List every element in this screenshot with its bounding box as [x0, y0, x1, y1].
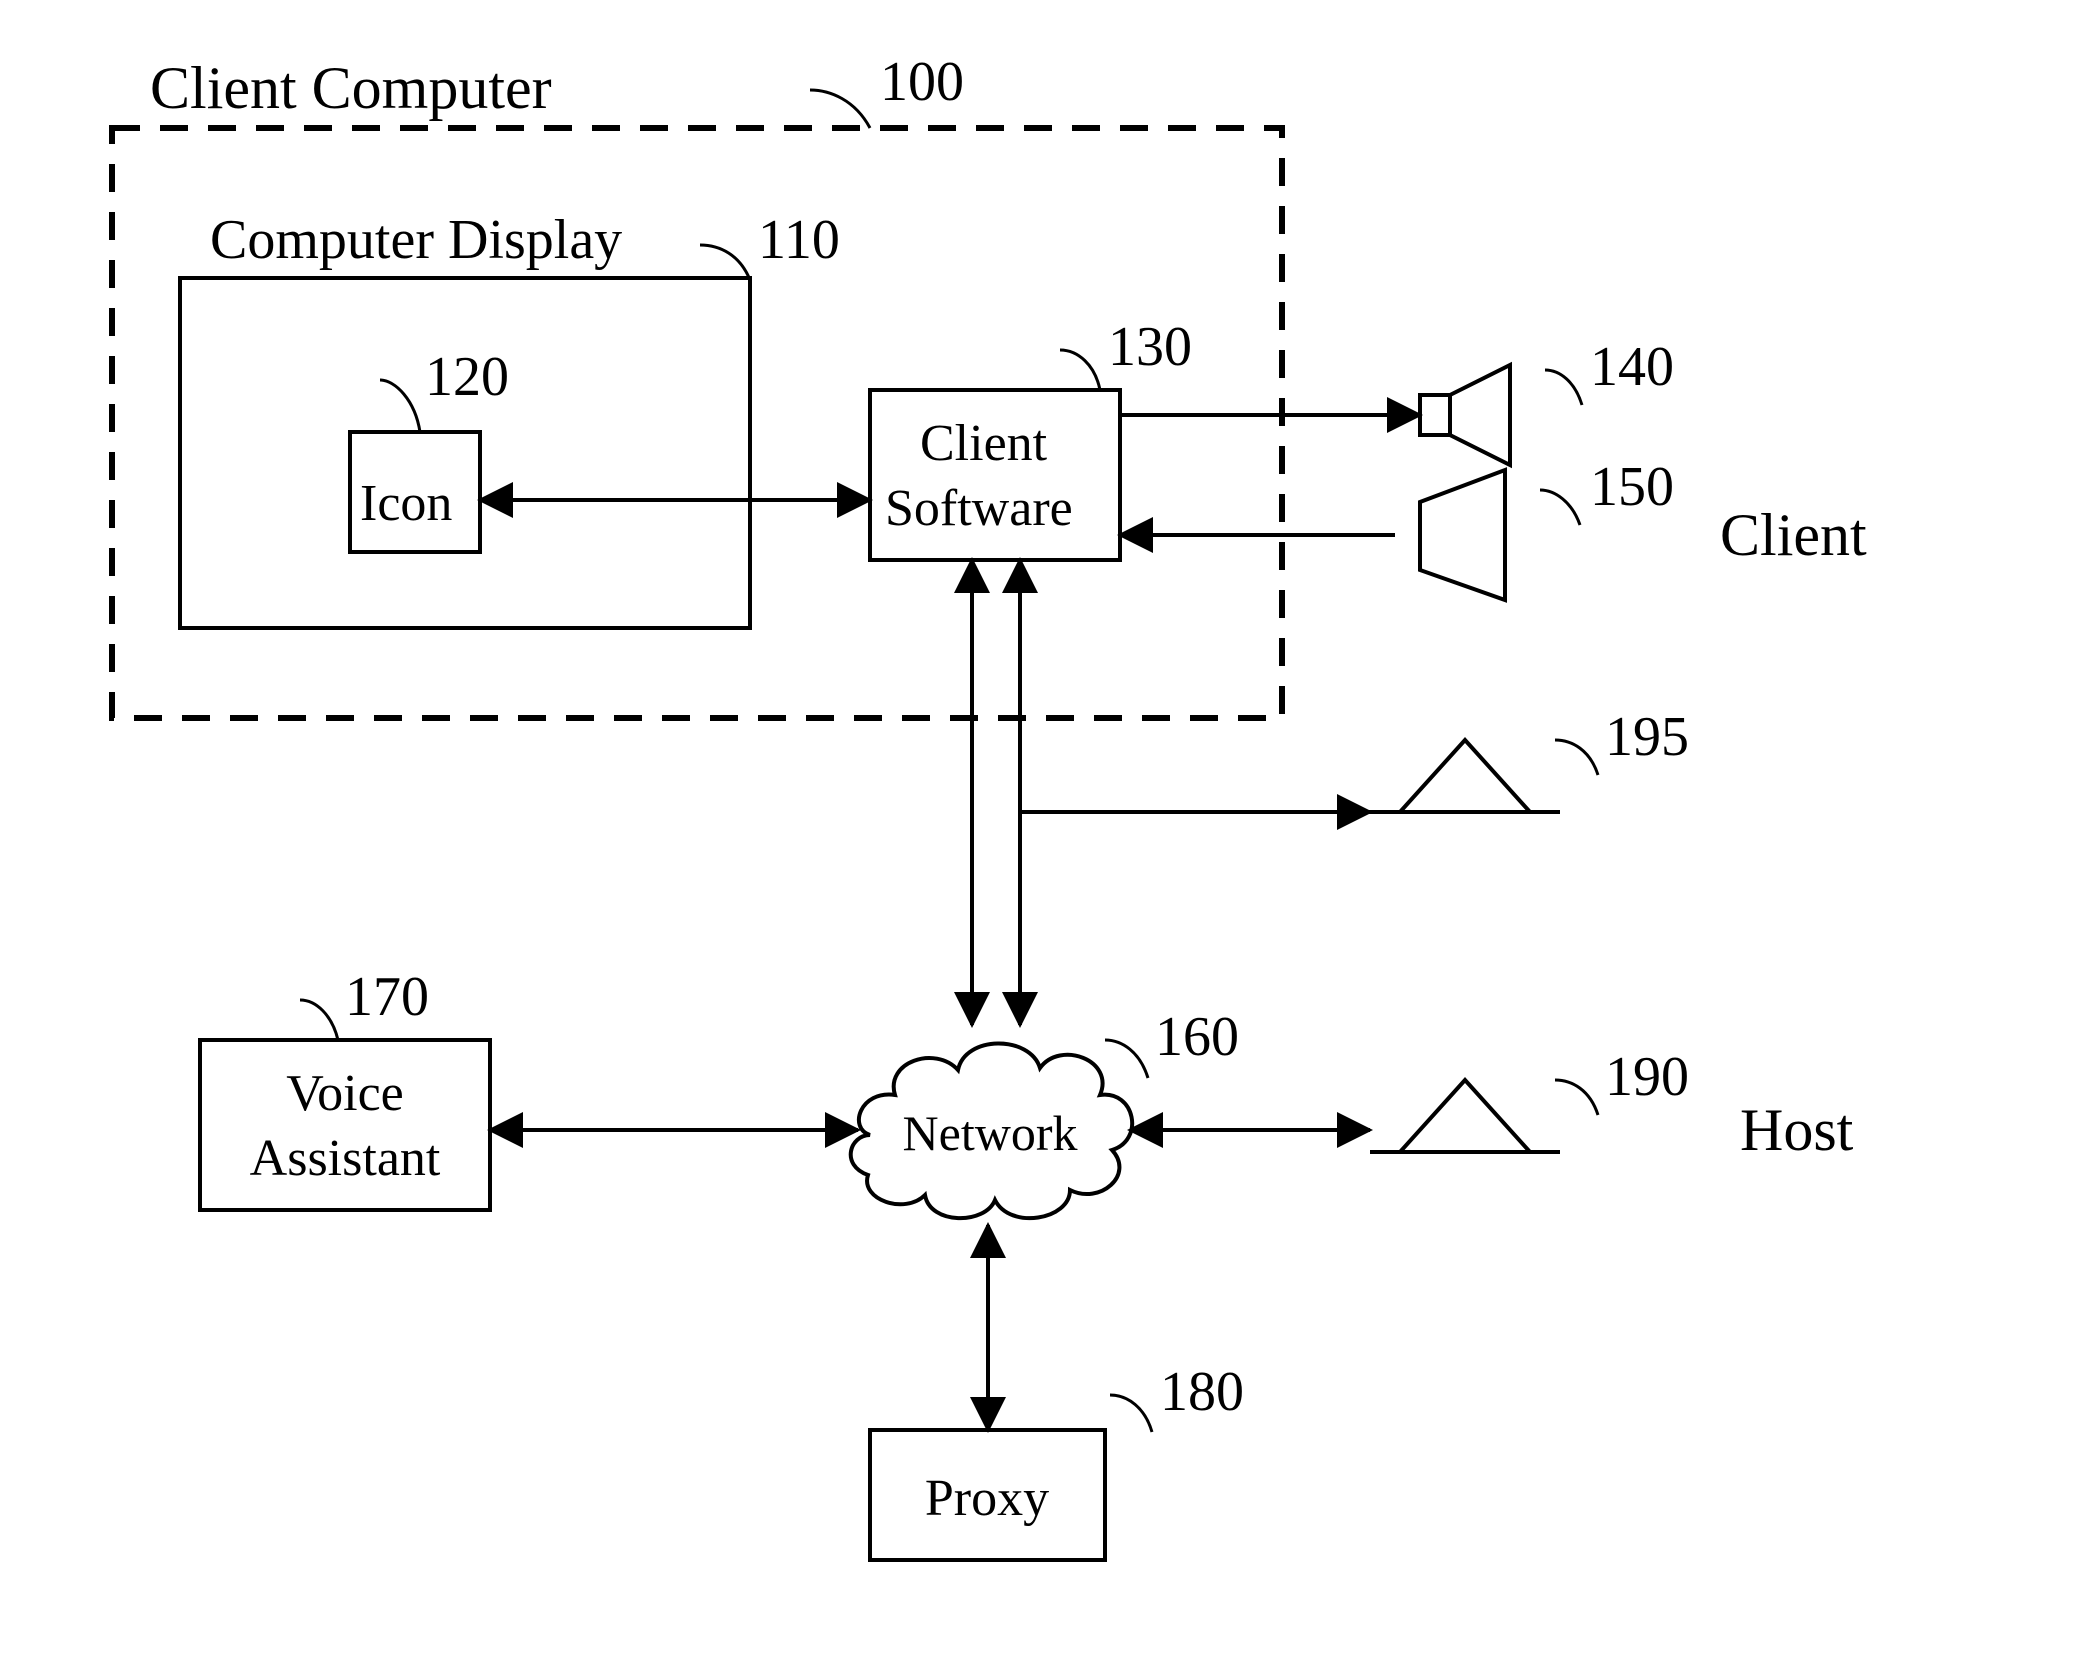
ref-180: 180 [1160, 1361, 1244, 1423]
voice-assistant-label-1: Voice [286, 1065, 403, 1122]
client-software-label-1: Client [920, 415, 1048, 472]
ref-110: 110 [758, 209, 840, 271]
ref-170: 170 [345, 966, 429, 1028]
leader-160 [1105, 1040, 1148, 1078]
ref-190: 190 [1605, 1046, 1689, 1108]
network-label: Network [903, 1105, 1078, 1161]
computer-display-label: Computer Display [210, 209, 622, 271]
scanner-client-icon [1370, 740, 1560, 812]
ref-140: 140 [1590, 336, 1674, 398]
microphone-icon [1420, 470, 1505, 600]
speaker-icon [1420, 365, 1510, 465]
leader-130 [1060, 350, 1100, 390]
ref-160: 160 [1155, 1006, 1239, 1068]
proxy-label: Proxy [925, 1470, 1049, 1527]
leader-170 [300, 1000, 338, 1040]
leader-190 [1555, 1080, 1598, 1115]
ref-195: 195 [1605, 706, 1689, 768]
leader-110 [700, 245, 750, 280]
client-computer-label: Client Computer [150, 55, 552, 121]
ref-130: 130 [1108, 316, 1192, 378]
leader-140 [1545, 370, 1582, 405]
leader-195 [1555, 740, 1598, 775]
system-diagram: Client Computer 100 Computer Display 110… [0, 0, 2086, 1657]
leader-100 [810, 90, 870, 128]
ref-120: 120 [425, 346, 509, 408]
leader-180 [1110, 1395, 1152, 1432]
client-software-label-2: Software [885, 480, 1073, 537]
leader-150 [1540, 490, 1580, 525]
ref-150: 150 [1590, 456, 1674, 518]
icon-label: Icon [360, 475, 452, 532]
client-side-label: Client [1720, 502, 1867, 568]
ref-100: 100 [880, 51, 964, 113]
voice-assistant-label-2: Assistant [250, 1130, 441, 1187]
host-side-label: Host [1740, 1097, 1854, 1163]
scanner-host-icon [1370, 1080, 1560, 1152]
